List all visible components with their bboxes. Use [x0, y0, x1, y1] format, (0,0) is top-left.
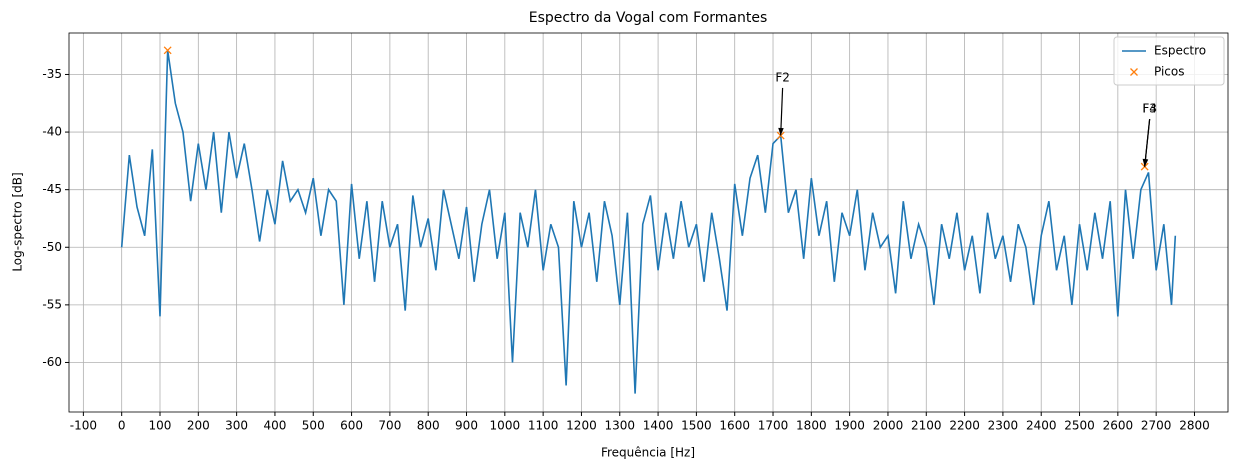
x-tick-label: 2700	[1141, 419, 1172, 433]
x-tick-label: 0	[118, 419, 126, 433]
x-tick-label: 1900	[834, 419, 865, 433]
x-tick-label: 400	[263, 419, 286, 433]
legend-marker	[1130, 68, 1138, 76]
x-tick-label: 2500	[1064, 419, 1095, 433]
spectrum-line	[120, 50, 1177, 394]
x-tick-label: 2200	[949, 419, 980, 433]
arrow-head	[1142, 158, 1149, 167]
x-tick-label: -100	[70, 419, 97, 433]
x-tick-label: 1300	[604, 419, 635, 433]
x-tick-label: 800	[417, 419, 440, 433]
y-tick-label: -35	[42, 67, 62, 81]
x-tick-label: 500	[302, 419, 325, 433]
x-tick-label: 1700	[758, 419, 789, 433]
plot-frame	[68, 32, 1229, 413]
x-tick-label: 2400	[1026, 419, 1057, 433]
x-tick-label: 100	[149, 419, 172, 433]
x-tick-label: 2600	[1103, 419, 1134, 433]
peak-marker	[163, 46, 172, 55]
annotation-arrow	[1144, 118, 1151, 167]
x-tick-label: 1500	[681, 419, 712, 433]
x-tick-label: 900	[455, 419, 478, 433]
x-tick-label: 1200	[566, 419, 597, 433]
x-tick-label: 2800	[1179, 419, 1210, 433]
y-axis-label: Log-spectro [dB]	[11, 172, 25, 271]
arrow-head	[778, 127, 784, 136]
legend-label: Espectro	[1154, 44, 1206, 58]
x-axis-label: Frequência [Hz]	[601, 446, 695, 460]
y-tick-label: -60	[42, 355, 62, 369]
chart-title: Espectro da Vogal com Formantes	[529, 10, 768, 26]
x-tick-label: 1800	[796, 419, 827, 433]
x-tick-label: 1100	[528, 419, 559, 433]
annotation-arrow	[780, 87, 784, 136]
x-tick-label: 2100	[911, 419, 942, 433]
plot-area	[120, 46, 1177, 394]
x-tick-label: 2000	[873, 419, 904, 433]
x-tick-label: 1000	[490, 419, 521, 433]
y-tick-label: -55	[42, 297, 62, 311]
y-tick-label: -40	[42, 125, 62, 139]
annotation-text: F2	[775, 70, 790, 84]
x-tick-label: 200	[187, 419, 210, 433]
x-tick-label: 1400	[643, 419, 674, 433]
annotation-text: F4	[1142, 102, 1157, 116]
x-tick-label: 1600	[719, 419, 750, 433]
annotation-text: F3	[1142, 102, 1157, 116]
y-tick-label: -50	[42, 240, 62, 254]
y-tick-label: -45	[42, 182, 62, 196]
legend-label: Picos	[1154, 65, 1185, 79]
x-tick-label: 300	[225, 419, 248, 433]
peak-marker	[776, 131, 785, 140]
x-tick-label: 700	[378, 419, 401, 433]
x-tick-label: 600	[340, 419, 363, 433]
x-tick-label: 2300	[988, 419, 1019, 433]
legend-box	[1113, 36, 1225, 86]
